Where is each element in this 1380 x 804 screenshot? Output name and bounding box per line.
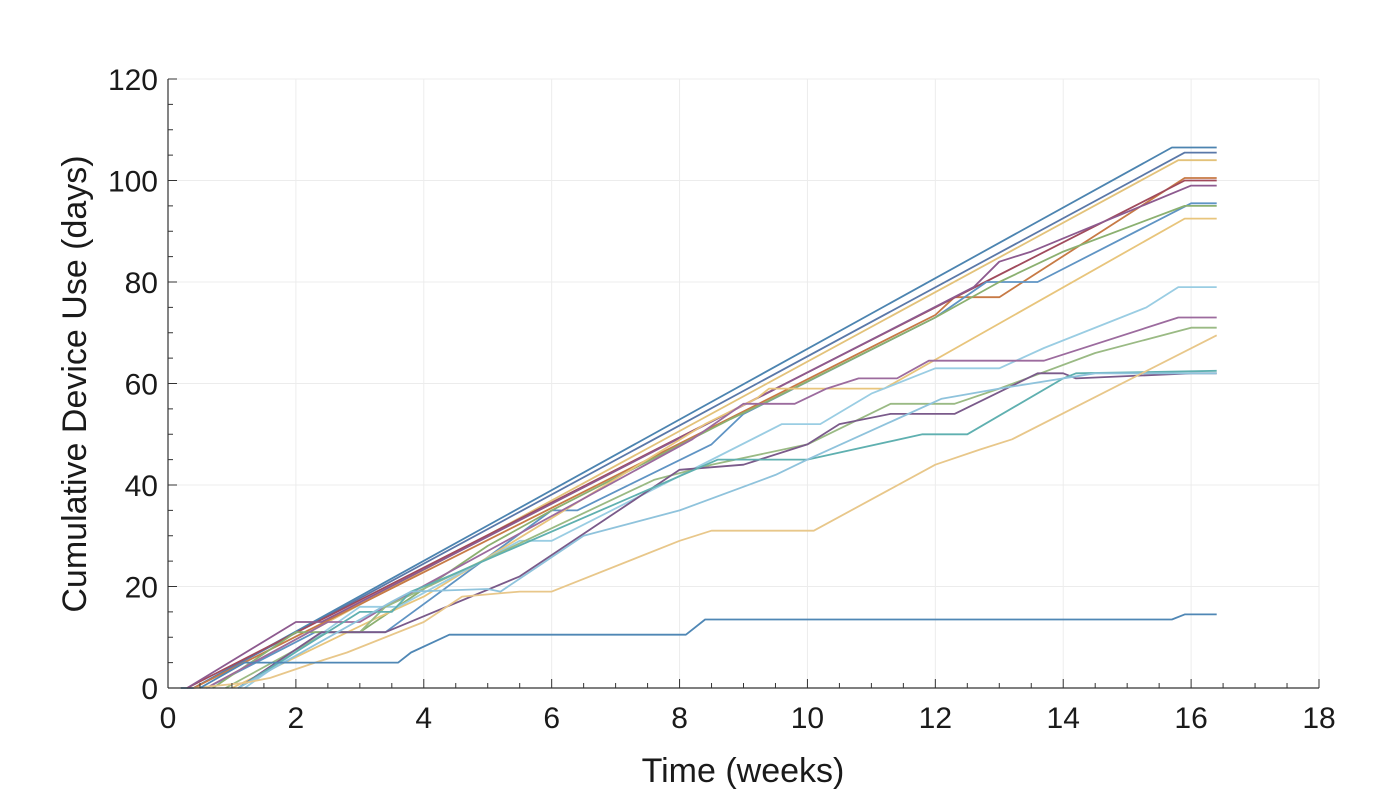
series-line-1 [180, 146, 1217, 689]
series-line-2 [193, 151, 1217, 689]
x-tick-label: 6 [543, 702, 560, 735]
y-tick-label: 60 [125, 369, 158, 402]
x-axis-label: Time (weeks) [642, 752, 845, 790]
y-tick-label: 0 [141, 673, 158, 706]
y-tick-labels: 0 20 40 60 80 100 120 [108, 64, 158, 706]
x-tick-label: 2 [288, 702, 305, 735]
x-tick-label: 10 [791, 702, 824, 735]
y-tick-label: 120 [108, 64, 158, 97]
x-tick-label: 8 [671, 702, 688, 735]
series-lines [180, 146, 1218, 689]
y-axis-label: Cumulative Device Use (days) [56, 155, 94, 612]
series-line-15 [237, 372, 1217, 689]
axes [167, 78, 1320, 689]
series-line-12 [225, 326, 1217, 689]
y-tick-label: 40 [125, 470, 158, 503]
series-line-8 [212, 205, 1217, 689]
x-tick-label: 12 [919, 702, 952, 735]
y-tick-label: 80 [125, 267, 158, 300]
x-tick-label: 0 [160, 702, 177, 735]
series-line-10 [244, 286, 1217, 689]
series-line-7 [205, 202, 1217, 689]
x-tick-labels: 0 2 4 6 8 10 12 14 16 18 [160, 702, 1336, 735]
y-tick-label: 20 [125, 572, 158, 605]
x-tick-label: 14 [1047, 702, 1080, 735]
x-tick-label: 16 [1174, 702, 1207, 735]
y-tick-label: 100 [108, 166, 158, 199]
series-line-4 [193, 177, 1217, 689]
series-line-5 [186, 179, 1217, 689]
series-line-3 [205, 159, 1217, 689]
series-line-16 [193, 334, 1218, 689]
series-line-17 [199, 613, 1217, 689]
series-line-14 [237, 369, 1217, 689]
series-line-6 [186, 184, 1217, 689]
x-tick-label: 4 [415, 702, 432, 735]
series-line-11 [205, 316, 1217, 689]
x-tick-label: 18 [1302, 702, 1335, 735]
